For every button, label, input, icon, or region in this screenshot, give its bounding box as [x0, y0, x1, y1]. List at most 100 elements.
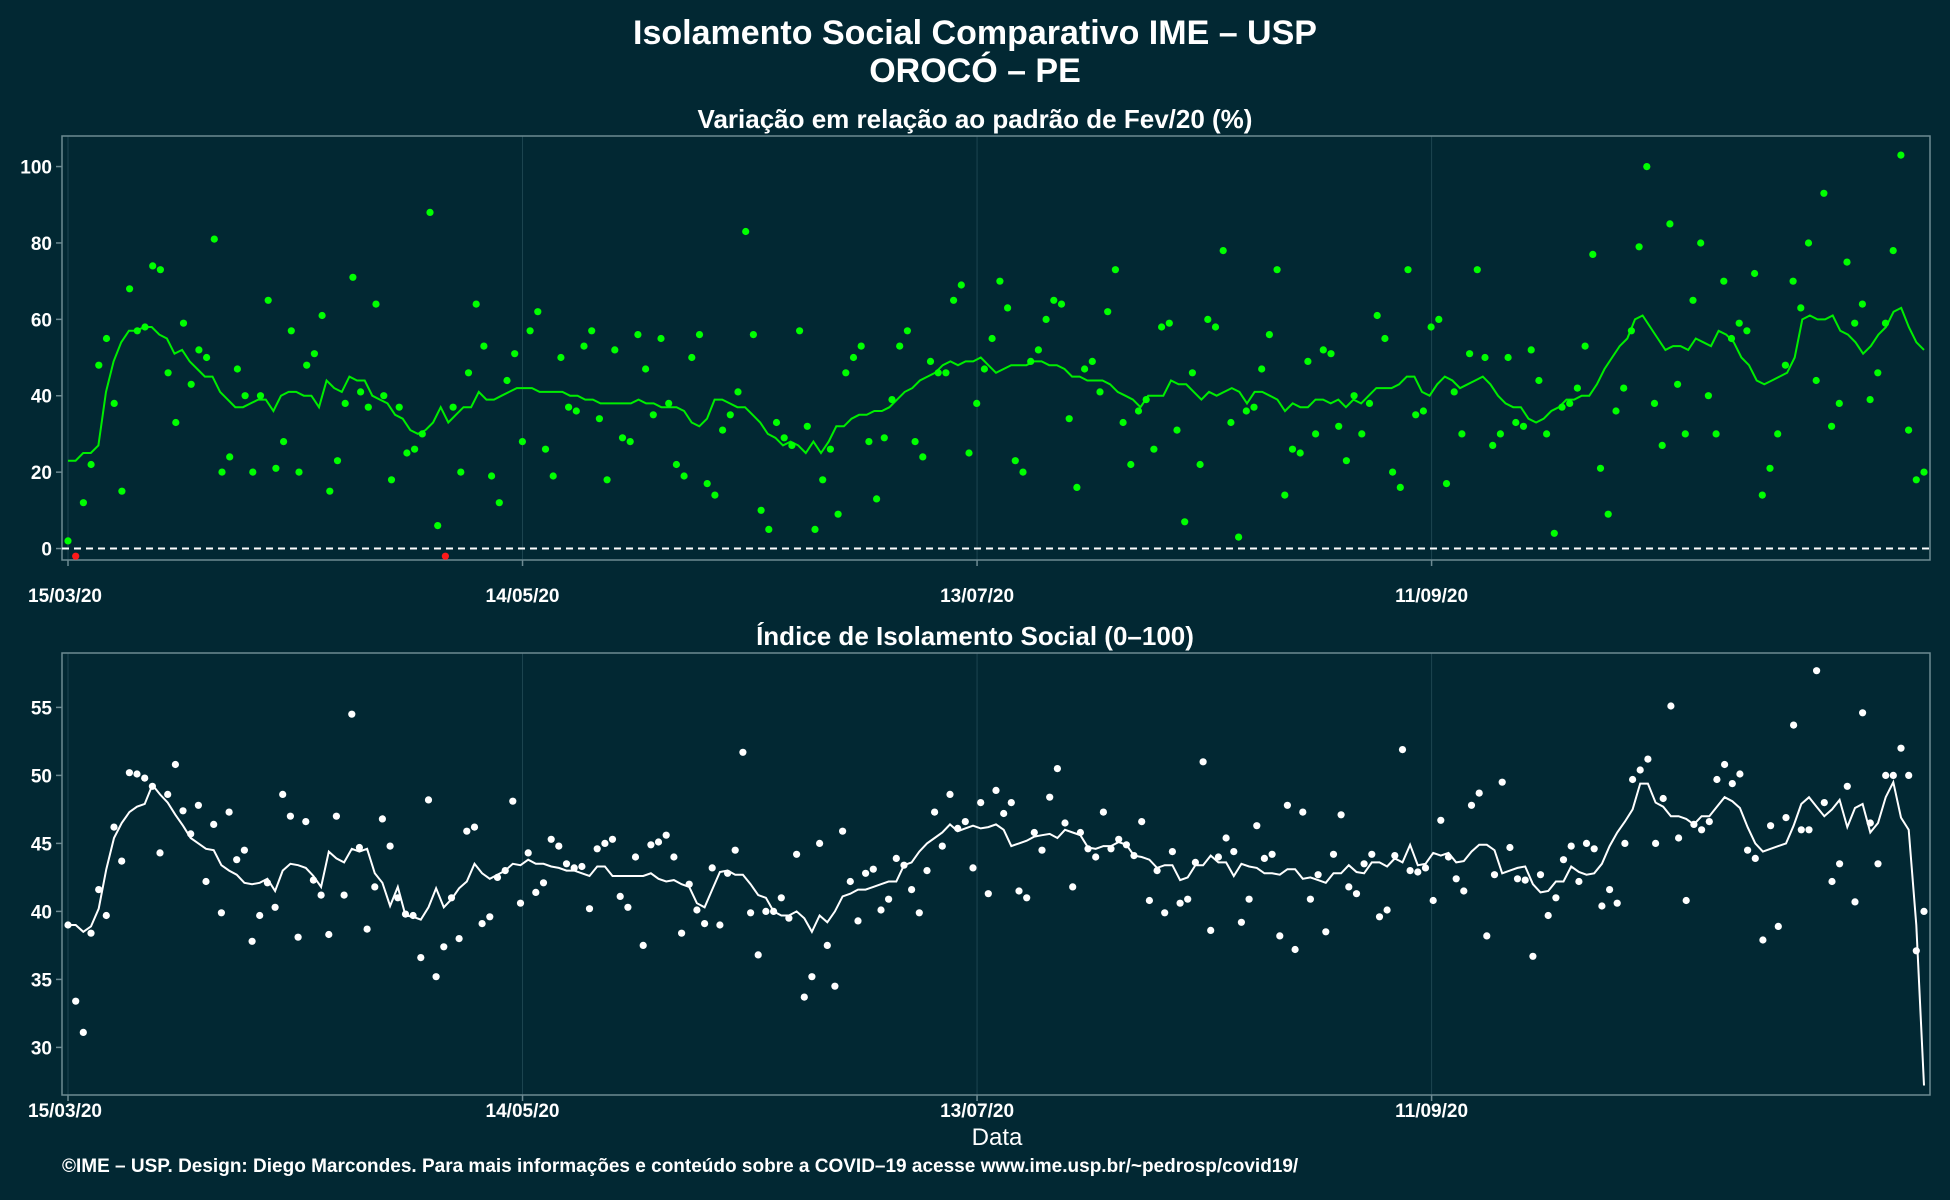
data-point	[1096, 388, 1104, 396]
data-point	[1276, 932, 1284, 940]
data-point	[1905, 426, 1913, 434]
y-tick-label: 55	[31, 698, 53, 719]
y-tick-label: 40	[31, 387, 52, 408]
index-chart: Índice de Isolamento Social (0–100) 30 35 4…	[28, 621, 1931, 1151]
x-tick-label: 11/09/20	[1395, 586, 1468, 607]
data-point	[357, 388, 365, 396]
data-point	[803, 422, 811, 430]
data-point	[532, 888, 540, 897]
data-point	[1920, 907, 1928, 916]
data-point	[1391, 852, 1399, 860]
data-point	[865, 438, 873, 446]
data-point	[1368, 850, 1376, 858]
data-point	[380, 392, 388, 400]
data-point	[647, 841, 655, 849]
data-point	[441, 552, 449, 560]
moving-average-line	[68, 306, 1925, 462]
data-point	[1134, 407, 1143, 415]
data-point	[503, 376, 511, 385]
data-point	[1728, 780, 1736, 788]
x-tick-label: 14/05/20	[486, 586, 560, 607]
data-point	[1874, 860, 1882, 868]
data-point	[708, 864, 716, 872]
data-point	[1889, 247, 1897, 255]
data-point	[749, 331, 758, 339]
data-point	[831, 982, 839, 990]
data-point	[210, 235, 218, 243]
data-point	[1053, 765, 1061, 773]
data-point	[1258, 365, 1266, 373]
data-point	[701, 920, 709, 928]
data-point	[309, 876, 317, 884]
data-point	[1667, 702, 1675, 710]
data-point	[611, 346, 619, 354]
data-point	[1281, 491, 1289, 499]
data-point	[102, 334, 111, 343]
data-point	[565, 403, 573, 411]
y-tick-label: 50	[31, 766, 52, 787]
data-point	[541, 445, 550, 453]
data-point	[1173, 426, 1181, 434]
data-point	[1196, 460, 1204, 469]
data-point	[333, 457, 342, 465]
data-point	[1268, 850, 1276, 858]
data-point	[808, 973, 816, 981]
data-point	[1383, 906, 1391, 914]
data-point	[1543, 430, 1551, 438]
data-point	[511, 350, 519, 358]
data-point	[1015, 887, 1023, 895]
data-point	[896, 342, 904, 350]
data-point	[1496, 430, 1504, 438]
data-point	[1843, 782, 1851, 790]
data-point	[126, 285, 134, 293]
data-point	[179, 319, 188, 327]
data-point	[1260, 854, 1268, 863]
x-axis-title: Data	[972, 1124, 1023, 1151]
data-point	[934, 369, 942, 377]
data-point	[348, 710, 356, 718]
data-point	[1199, 758, 1207, 766]
data-point	[418, 430, 426, 438]
data-point	[240, 846, 248, 854]
data-point	[501, 867, 509, 875]
data-point	[1030, 828, 1038, 837]
data-point	[688, 353, 696, 362]
data-point	[1735, 319, 1743, 327]
data-point	[654, 838, 663, 846]
data-point	[1743, 327, 1751, 335]
data-point	[457, 468, 465, 476]
data-point	[1835, 399, 1843, 407]
data-point	[1504, 353, 1512, 362]
data-point	[409, 911, 417, 920]
data-point	[616, 892, 624, 901]
data-point	[1789, 277, 1797, 285]
variation-chart: Variação em relação ao padrão de Fev/20 …	[20, 104, 1931, 607]
data-point	[1912, 947, 1920, 955]
data-point	[1283, 801, 1291, 809]
data-point	[555, 842, 563, 850]
data-point	[754, 951, 762, 959]
data-point	[1235, 533, 1243, 541]
data-point	[1820, 799, 1828, 807]
data-point	[908, 886, 916, 894]
data-point	[1437, 816, 1445, 824]
data-point	[403, 449, 411, 457]
data-point	[1065, 415, 1073, 423]
data-point	[1589, 250, 1597, 258]
data-point	[386, 842, 394, 850]
data-point	[110, 399, 118, 407]
data-point	[777, 894, 785, 902]
data-point	[87, 929, 95, 937]
data-point	[1288, 445, 1297, 453]
data-point	[241, 392, 249, 400]
data-point	[765, 525, 773, 534]
data-point	[1150, 445, 1158, 453]
data-point	[110, 823, 118, 831]
data-point	[1204, 315, 1212, 323]
data-point	[272, 464, 280, 472]
data-point	[95, 886, 103, 894]
data-point	[424, 796, 433, 804]
data-point	[1230, 848, 1238, 856]
data-point	[665, 399, 673, 407]
